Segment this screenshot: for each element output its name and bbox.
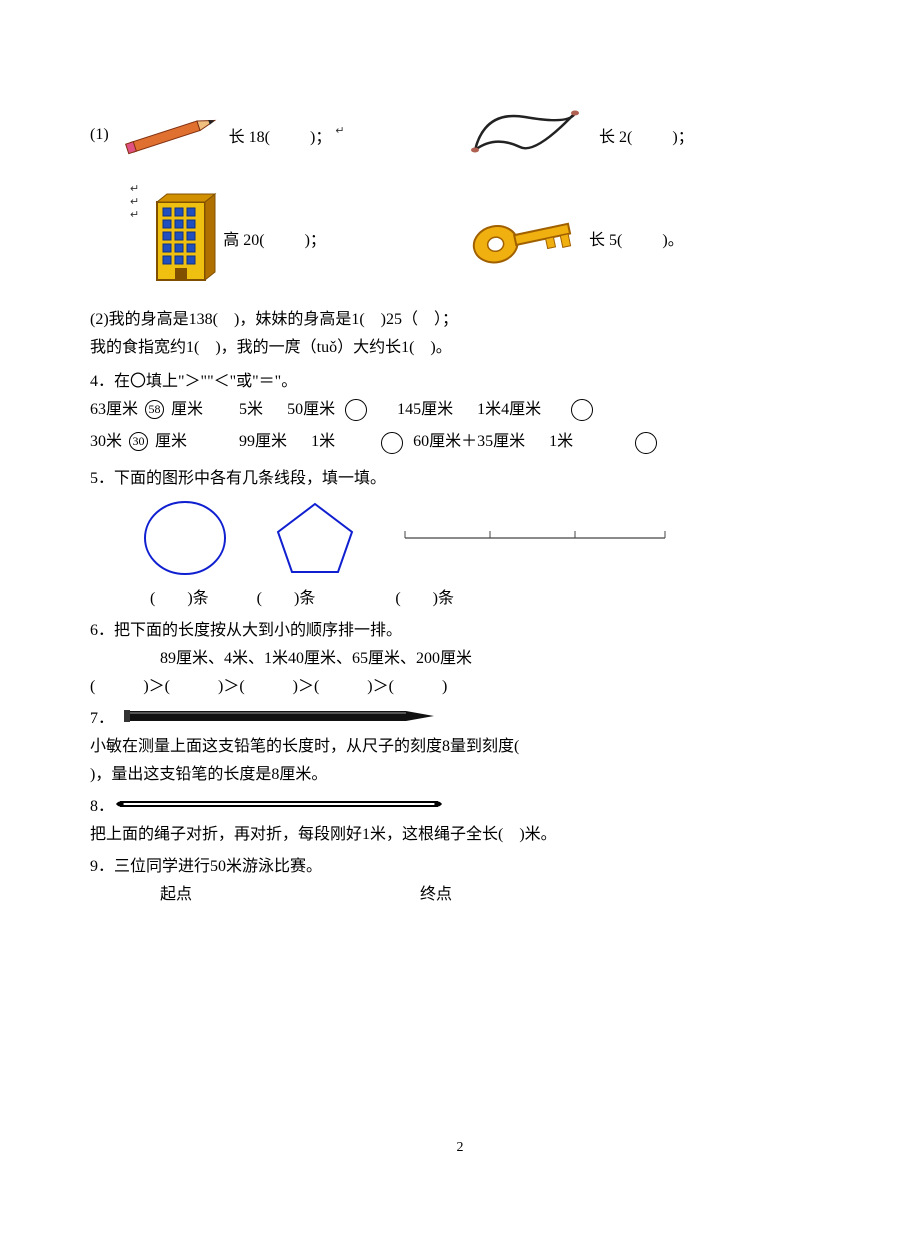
q8-text: 把上面的绳子对折，再对折，每段刚好1米，这根绳子全长( )米。: [90, 820, 830, 844]
q5-shapes: [140, 498, 830, 578]
q4-title: 4．在〇填上"＞""＜"或"＝"。: [90, 367, 830, 391]
compare-circle[interactable]: 30: [129, 432, 148, 451]
q4-row2: 30米 30 厘米 99厘米 1米 60厘米＋35厘米 1米: [90, 427, 830, 453]
q1-building-cell: ↵↵↵ 高 20( )；: [90, 190, 455, 285]
q6-blanks: ( )＞( )＞( )＞( )＞( ): [90, 672, 830, 696]
rope-line-icon: [114, 797, 444, 811]
q9-start: 起点: [160, 886, 192, 903]
q6-title: 6．把下面的长度按从大到小的顺序排一排。: [90, 616, 830, 640]
q9-title: 9．三位同学进行50米游泳比赛。: [90, 852, 830, 876]
pentagon-shape: [270, 498, 360, 578]
q2-line1: (2)我的身高是138( )，妹妹的身高是1( )25（ ）；: [90, 305, 830, 329]
compare-circle[interactable]: [571, 399, 593, 421]
worksheet-page: (1) 长 18( )； ↵: [0, 0, 920, 1180]
q8-row: 8．: [90, 792, 830, 816]
pencil-icon: [115, 110, 225, 160]
segmented-line: [400, 523, 670, 553]
q9-end: 终点: [420, 886, 452, 903]
compare-circle[interactable]: [381, 432, 403, 454]
circle-shape: [140, 498, 230, 578]
q1-rope-cell: 长 2( )；: [465, 90, 830, 180]
q5-title: 5．下面的图形中各有几条线段，填一填。: [90, 464, 830, 488]
building-icon: [149, 190, 219, 285]
q1-item-2: 长 2( )；: [599, 123, 694, 147]
q9-labels: 起点 终点: [160, 880, 830, 904]
q1-marker: (1): [90, 126, 109, 144]
q2-line2: 我的食指宽约1( )，我的一庹（tuǒ）大约长1( )。: [90, 333, 830, 357]
q1-grid: (1) 长 18( )； ↵: [90, 90, 830, 285]
q7-text2: )，量出这支铅笔的长度是8厘米。: [90, 760, 830, 784]
q5-labels: ( )条 ( )条 ( )条: [150, 584, 830, 608]
q1-item-3: 高 20( )；: [223, 226, 326, 250]
q1-item-1: 长 18( )； ↵: [229, 123, 345, 147]
key-icon: [465, 203, 585, 273]
compare-circle[interactable]: [635, 432, 657, 454]
q7-text1: 小敏在测量上面这支铅笔的长度时，从尺子的刻度8量到刻度(: [90, 732, 830, 756]
q8-num: 8．: [90, 792, 114, 816]
compare-circle[interactable]: 58: [145, 400, 164, 419]
page-number: 2: [0, 1140, 920, 1156]
q1-key-cell: 长 5( )。: [465, 190, 830, 285]
q4-row1: 63厘米 58 厘米 5米 50厘米 145厘米 1米4厘米: [90, 395, 830, 421]
compare-circle[interactable]: [345, 399, 367, 421]
q1-item-4: 长 5( )。: [589, 226, 684, 250]
q7-num: 7．: [90, 704, 114, 728]
q7-row: 7．: [90, 704, 830, 728]
q6-items: 89厘米、4米、1米40厘米、65厘米、200厘米: [160, 644, 830, 668]
rope-icon: [465, 105, 595, 165]
q1-pencil-cell: (1) 长 18( )； ↵: [90, 90, 455, 180]
pencil-long-icon: [124, 705, 444, 727]
